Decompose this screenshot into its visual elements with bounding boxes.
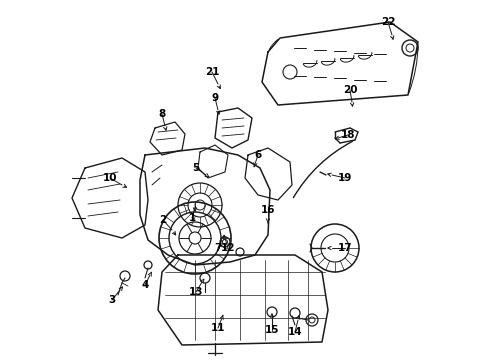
Text: 16: 16 — [261, 205, 275, 215]
Text: 19: 19 — [338, 173, 352, 183]
Text: 6: 6 — [254, 150, 262, 160]
Text: 18: 18 — [341, 130, 355, 140]
Text: 15: 15 — [265, 325, 279, 335]
Text: 8: 8 — [158, 109, 166, 119]
Text: 20: 20 — [343, 85, 357, 95]
Text: 5: 5 — [193, 163, 199, 173]
Text: 9: 9 — [212, 93, 219, 103]
Text: 11: 11 — [211, 323, 225, 333]
Text: 22: 22 — [381, 17, 395, 27]
Text: 3: 3 — [108, 295, 116, 305]
Text: 13: 13 — [189, 287, 203, 297]
Text: 10: 10 — [103, 173, 117, 183]
Text: 12: 12 — [221, 243, 235, 253]
Text: 14: 14 — [288, 327, 302, 337]
Text: 7: 7 — [214, 243, 221, 253]
Text: 17: 17 — [338, 243, 352, 253]
Text: 1: 1 — [188, 213, 196, 223]
Text: 2: 2 — [159, 215, 167, 225]
Text: 21: 21 — [205, 67, 219, 77]
Text: 4: 4 — [141, 280, 148, 290]
